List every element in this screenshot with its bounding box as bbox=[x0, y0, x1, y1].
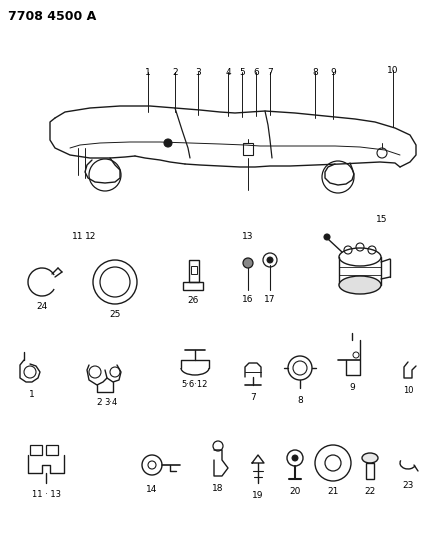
Text: 23: 23 bbox=[402, 481, 414, 490]
Bar bbox=[46, 445, 58, 455]
Text: 15: 15 bbox=[376, 215, 388, 224]
Circle shape bbox=[267, 257, 273, 263]
Text: 11: 11 bbox=[72, 232, 84, 241]
Circle shape bbox=[243, 258, 253, 268]
Bar bbox=[183, 282, 203, 290]
Text: 9: 9 bbox=[330, 68, 336, 77]
Text: 18: 18 bbox=[212, 484, 224, 493]
Text: 10: 10 bbox=[387, 66, 399, 75]
Ellipse shape bbox=[362, 453, 378, 463]
Text: 26: 26 bbox=[187, 296, 199, 305]
Text: 13: 13 bbox=[242, 232, 254, 241]
Circle shape bbox=[164, 139, 172, 147]
Text: 14: 14 bbox=[146, 485, 158, 494]
Text: 2: 2 bbox=[172, 68, 178, 77]
Text: 12: 12 bbox=[85, 232, 97, 241]
Text: 7708 4500 A: 7708 4500 A bbox=[8, 10, 96, 23]
Text: 3: 3 bbox=[195, 68, 201, 77]
Ellipse shape bbox=[339, 276, 381, 294]
Text: 22: 22 bbox=[364, 487, 376, 496]
Text: 1: 1 bbox=[29, 390, 35, 399]
Text: 2: 2 bbox=[96, 398, 102, 407]
Circle shape bbox=[324, 234, 330, 240]
Text: 5: 5 bbox=[239, 68, 245, 77]
Text: 7: 7 bbox=[267, 68, 273, 77]
Text: 20: 20 bbox=[289, 487, 301, 496]
Text: 1: 1 bbox=[145, 68, 151, 77]
Text: 9: 9 bbox=[349, 383, 355, 392]
Text: 17: 17 bbox=[264, 295, 276, 304]
Text: 16: 16 bbox=[242, 295, 254, 304]
Bar bbox=[366, 463, 374, 479]
Text: 6: 6 bbox=[253, 68, 259, 77]
Text: 11 · 13: 11 · 13 bbox=[32, 490, 60, 499]
Bar bbox=[30, 445, 42, 455]
Bar bbox=[189, 260, 199, 282]
Text: 21: 21 bbox=[327, 487, 339, 496]
Bar bbox=[191, 266, 197, 274]
Text: 19: 19 bbox=[252, 491, 264, 500]
Circle shape bbox=[292, 455, 298, 461]
Text: 7: 7 bbox=[250, 393, 256, 402]
Text: 25: 25 bbox=[109, 310, 121, 319]
Text: 24: 24 bbox=[36, 302, 48, 311]
Text: 8: 8 bbox=[297, 396, 303, 405]
Text: 3·4: 3·4 bbox=[104, 398, 118, 407]
Bar bbox=[243, 143, 253, 155]
Text: 4: 4 bbox=[225, 68, 231, 77]
Text: 5·6·12: 5·6·12 bbox=[182, 380, 208, 389]
Text: 8: 8 bbox=[312, 68, 318, 77]
Text: 10: 10 bbox=[403, 386, 413, 395]
